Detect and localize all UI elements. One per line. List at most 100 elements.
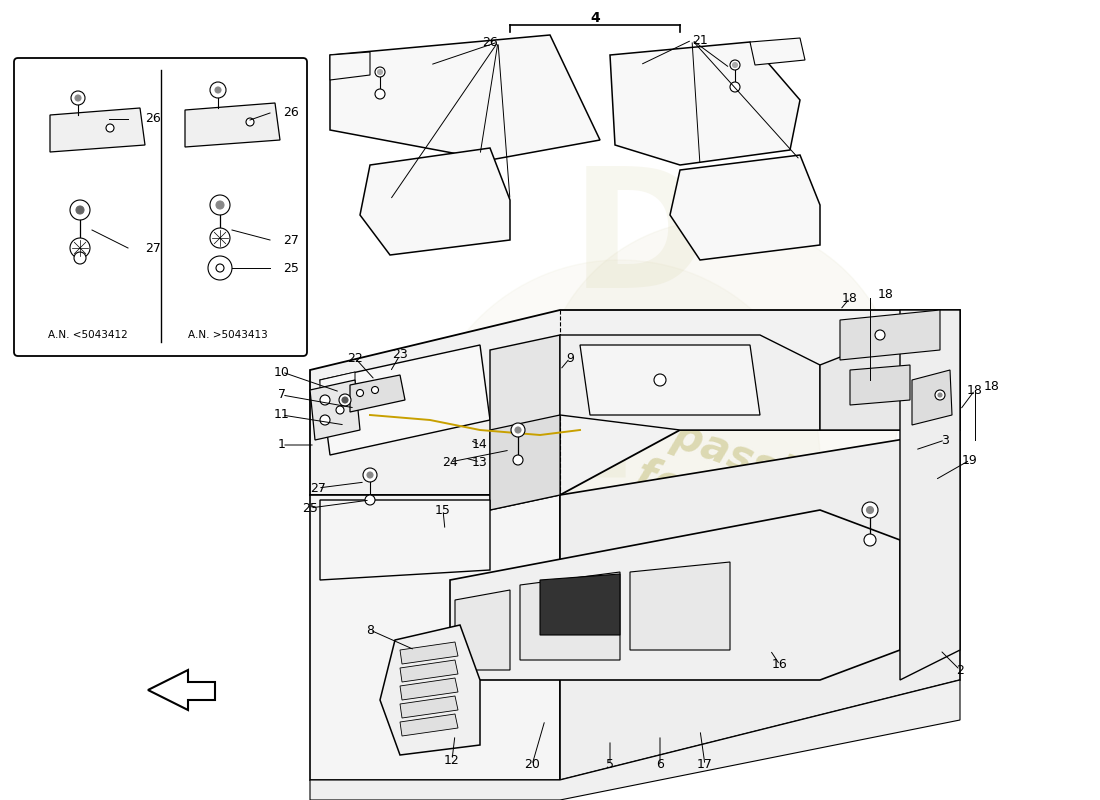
Circle shape [935,390,945,400]
Text: 11: 11 [274,409,290,422]
Polygon shape [540,574,620,635]
Circle shape [339,394,351,406]
Circle shape [372,386,378,394]
Circle shape [513,455,522,465]
Text: a passion
for cars: a passion for cars [610,399,850,561]
Polygon shape [560,430,960,780]
Text: 21: 21 [692,34,707,46]
Text: A.N. <5043412: A.N. <5043412 [48,330,128,340]
Circle shape [874,330,886,340]
Text: 20: 20 [524,758,540,771]
Circle shape [864,534,876,546]
Text: 19: 19 [962,454,978,466]
Text: 25: 25 [283,262,299,274]
Circle shape [733,62,737,67]
Polygon shape [560,335,820,430]
Polygon shape [450,510,900,680]
Circle shape [246,118,254,126]
Text: 15: 15 [436,503,451,517]
Polygon shape [330,52,370,80]
Text: 4: 4 [590,11,600,25]
Polygon shape [455,590,510,670]
Circle shape [540,220,900,580]
Text: 2: 2 [956,663,964,677]
Circle shape [216,264,224,272]
Circle shape [365,495,375,505]
Polygon shape [912,370,952,425]
Circle shape [375,67,385,77]
Circle shape [730,82,740,92]
Circle shape [214,87,221,93]
Polygon shape [400,714,458,736]
Circle shape [208,256,232,280]
Text: 14: 14 [472,438,488,451]
Text: 18: 18 [984,381,1000,394]
Text: 26: 26 [482,35,498,49]
Polygon shape [310,495,560,780]
Polygon shape [320,500,490,580]
Text: 10: 10 [274,366,290,378]
Text: 18: 18 [967,383,983,397]
Polygon shape [310,310,960,495]
Polygon shape [350,375,405,412]
Text: 24: 24 [442,455,458,469]
Text: 1: 1 [278,438,286,451]
Text: 9: 9 [566,351,574,365]
Text: 13: 13 [472,455,488,469]
Text: A.N. >5043413: A.N. >5043413 [188,330,268,340]
Text: 27: 27 [283,234,299,246]
Polygon shape [520,572,620,660]
Polygon shape [320,345,490,455]
Circle shape [106,124,114,132]
Polygon shape [360,148,510,255]
Text: 17: 17 [697,758,713,771]
Circle shape [356,390,363,397]
Circle shape [74,252,86,264]
Polygon shape [850,365,910,405]
Text: 27: 27 [145,242,161,254]
Text: 26: 26 [145,113,161,126]
Text: 23: 23 [392,349,408,362]
Circle shape [862,502,878,518]
Polygon shape [400,696,458,718]
Circle shape [377,70,383,74]
Polygon shape [820,310,960,430]
Text: 3: 3 [942,434,949,446]
Polygon shape [50,108,145,152]
Circle shape [210,195,230,215]
Circle shape [363,468,377,482]
Circle shape [320,415,330,425]
Circle shape [336,406,344,414]
Text: 12: 12 [444,754,460,766]
Circle shape [210,228,230,248]
Polygon shape [400,660,458,682]
Text: 5: 5 [606,758,614,771]
Circle shape [216,201,224,209]
Circle shape [70,200,90,220]
Polygon shape [310,680,960,800]
Polygon shape [750,38,805,65]
Text: 16: 16 [772,658,788,671]
Text: 18: 18 [843,291,858,305]
Text: since 1995: since 1995 [728,545,912,635]
Polygon shape [490,415,560,510]
Text: 18: 18 [878,289,894,302]
Text: 25: 25 [302,502,318,514]
Polygon shape [580,345,760,415]
FancyBboxPatch shape [14,58,307,356]
Circle shape [210,82,225,98]
Text: 7: 7 [278,389,286,402]
Polygon shape [900,310,960,680]
Polygon shape [330,35,600,160]
Polygon shape [310,380,360,440]
Text: 27: 27 [310,482,326,494]
Text: 26: 26 [283,106,299,119]
Circle shape [75,95,81,101]
Polygon shape [400,642,458,664]
Polygon shape [610,42,800,165]
Polygon shape [670,155,820,260]
Circle shape [72,91,85,105]
Text: 22: 22 [348,351,363,365]
Circle shape [420,260,820,660]
Polygon shape [630,562,730,650]
